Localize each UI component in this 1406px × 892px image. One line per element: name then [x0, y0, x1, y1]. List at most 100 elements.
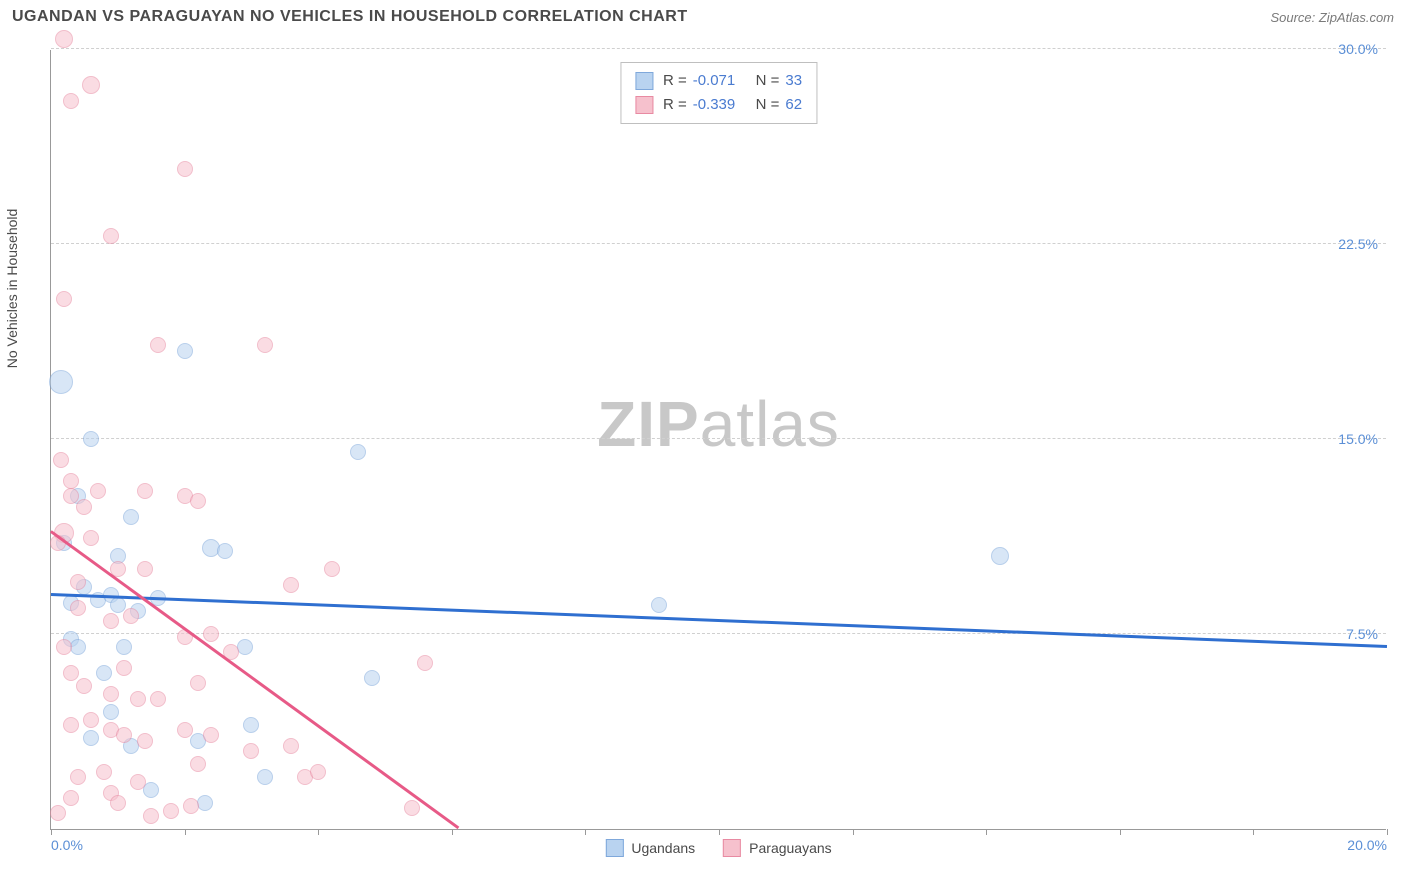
- y-tick-label: 22.5%: [1338, 236, 1378, 252]
- data-point: [76, 678, 92, 694]
- x-tick: [452, 829, 453, 835]
- legend-swatch-0: [635, 72, 653, 90]
- data-point: [324, 561, 340, 577]
- data-point: [49, 370, 73, 394]
- chart-title: UGANDAN VS PARAGUAYAN NO VEHICLES IN HOU…: [12, 8, 688, 26]
- legend-row-1: R = -0.339 N = 62: [635, 93, 802, 117]
- grid-line: [51, 243, 1386, 244]
- data-point: [70, 600, 86, 616]
- data-point: [190, 756, 206, 772]
- data-point: [90, 483, 106, 499]
- data-point: [203, 727, 219, 743]
- series-name-1: Paraguayans: [749, 840, 832, 856]
- data-point: [70, 769, 86, 785]
- data-point: [50, 805, 66, 821]
- scatter-chart: No Vehicles in Household ZIPatlas R = -0…: [10, 40, 1396, 840]
- data-point: [177, 722, 193, 738]
- series-swatch-0: [605, 839, 623, 857]
- data-point: [103, 686, 119, 702]
- data-point: [243, 743, 259, 759]
- data-point: [190, 675, 206, 691]
- data-point: [137, 561, 153, 577]
- data-point: [63, 488, 79, 504]
- grid-line: [51, 633, 1386, 634]
- legend-n-label: N =: [756, 69, 780, 93]
- data-point: [283, 738, 299, 754]
- data-point: [243, 717, 259, 733]
- grid-line: [51, 438, 1386, 439]
- x-tick: [51, 829, 52, 835]
- data-point: [70, 574, 86, 590]
- correlation-legend: R = -0.071 N = 33 R = -0.339 N = 62: [620, 62, 817, 124]
- data-point: [150, 337, 166, 353]
- legend-n-label: N =: [756, 93, 780, 117]
- data-point: [177, 161, 193, 177]
- legend-r-label: R =: [663, 69, 687, 93]
- data-point: [177, 343, 193, 359]
- data-point: [55, 30, 73, 48]
- y-axis-label: No Vehicles in Household: [4, 209, 20, 369]
- data-point: [123, 608, 139, 624]
- data-point: [991, 547, 1009, 565]
- series-swatch-1: [723, 839, 741, 857]
- data-point: [96, 764, 112, 780]
- data-point: [103, 704, 119, 720]
- data-point: [116, 639, 132, 655]
- x-tick: [853, 829, 854, 835]
- data-point: [123, 509, 139, 525]
- data-point: [190, 493, 206, 509]
- data-point: [143, 808, 159, 824]
- data-point: [183, 798, 199, 814]
- data-point: [350, 444, 366, 460]
- legend-r-value-0: -0.071: [693, 69, 736, 93]
- x-tick: [1387, 829, 1388, 835]
- data-point: [130, 691, 146, 707]
- data-point: [417, 655, 433, 671]
- x-tick: [1120, 829, 1121, 835]
- data-point: [103, 228, 119, 244]
- data-point: [257, 769, 273, 785]
- data-point: [130, 774, 146, 790]
- data-point: [63, 790, 79, 806]
- data-point: [364, 670, 380, 686]
- data-point: [53, 452, 69, 468]
- data-point: [56, 291, 72, 307]
- data-point: [76, 499, 92, 515]
- data-point: [103, 613, 119, 629]
- grid-line: [51, 48, 1386, 49]
- data-point: [63, 717, 79, 733]
- y-tick-label: 30.0%: [1338, 41, 1378, 57]
- data-point: [163, 803, 179, 819]
- data-point: [116, 727, 132, 743]
- x-tick: [1253, 829, 1254, 835]
- x-tick: [585, 829, 586, 835]
- series-name-0: Ugandans: [631, 840, 695, 856]
- data-point: [203, 626, 219, 642]
- series-legend-item-1: Paraguayans: [723, 839, 832, 857]
- x-tick: [986, 829, 987, 835]
- x-tick: [185, 829, 186, 835]
- x-tick: [719, 829, 720, 835]
- data-point: [83, 431, 99, 447]
- watermark: ZIPatlas: [597, 387, 840, 461]
- legend-n-value-1: 62: [785, 93, 802, 117]
- watermark-zip: ZIP: [597, 388, 700, 460]
- data-point: [96, 665, 112, 681]
- data-point: [651, 597, 667, 613]
- data-point: [404, 800, 420, 816]
- trend-line: [51, 593, 1387, 647]
- data-point: [83, 712, 99, 728]
- plot-area: ZIPatlas R = -0.071 N = 33 R = -0.339: [50, 50, 1386, 830]
- data-point: [150, 691, 166, 707]
- data-point: [217, 543, 233, 559]
- data-point: [283, 577, 299, 593]
- data-point: [257, 337, 273, 353]
- data-point: [143, 782, 159, 798]
- legend-row-0: R = -0.071 N = 33: [635, 69, 802, 93]
- source-attribution: Source: ZipAtlas.com: [1270, 10, 1394, 25]
- x-tick-label: 20.0%: [1347, 837, 1387, 853]
- x-tick: [318, 829, 319, 835]
- data-point: [83, 730, 99, 746]
- y-tick-label: 15.0%: [1338, 431, 1378, 447]
- data-point: [83, 530, 99, 546]
